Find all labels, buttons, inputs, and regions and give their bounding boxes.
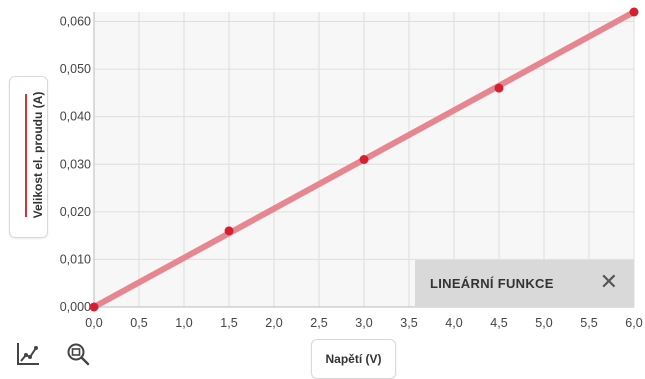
line-chart-tool-button[interactable] xyxy=(13,338,43,370)
close-icon[interactable]: ✕ xyxy=(599,269,618,294)
x-tick-label: 3,5 xyxy=(400,316,417,330)
x-tick-label: 1,5 xyxy=(220,316,237,330)
x-axis-label-box[interactable]: Napětí (V) xyxy=(311,339,396,379)
x-axis-label: Napětí (V) xyxy=(325,352,382,366)
data-point xyxy=(89,302,99,312)
y-axis-ticks: 0,000 0,010 0,020 0,030 0,040 0,050 0,060 xyxy=(60,15,91,314)
data-point xyxy=(224,226,234,236)
zoom-icon xyxy=(67,343,90,366)
y-tick-label: 0,050 xyxy=(60,62,91,76)
function-panel: LINEÁRNÍ FUNKCE ✕ xyxy=(415,260,634,307)
zoom-tool-button[interactable] xyxy=(63,338,93,370)
x-tick-label: 6,0 xyxy=(625,316,642,330)
y-tick-label: 0,030 xyxy=(60,157,91,171)
y-tick-label: 0,000 xyxy=(60,300,91,314)
function-panel-title: LINEÁRNÍ FUNKCE xyxy=(430,276,554,291)
data-point xyxy=(494,83,504,93)
series-color-indicator xyxy=(25,94,27,217)
grid-lines xyxy=(93,12,635,308)
data-point xyxy=(629,7,639,17)
line-chart-icon xyxy=(17,343,39,365)
x-tick-label: 5,5 xyxy=(580,316,597,330)
y-tick-label: 0,060 xyxy=(60,15,91,29)
x-tick-label: 5,0 xyxy=(535,316,552,330)
data-point xyxy=(359,155,369,164)
y-tick-label: 0,040 xyxy=(60,110,91,124)
x-tick-label: 2,0 xyxy=(265,316,282,330)
x-tick-label: 4,0 xyxy=(445,316,462,330)
x-tick-label: 3,0 xyxy=(355,316,372,330)
x-tick-label: 0,5 xyxy=(130,316,147,330)
x-axis-ticks: 0,0 0,5 1,0 1,5 2,0 2,5 3,0 3,5 4,0 4,5 5,0 5,5 6,0 xyxy=(85,316,642,330)
data-series xyxy=(89,7,639,312)
y-tick-label: 0,010 xyxy=(60,252,91,266)
x-tick-label: 4,5 xyxy=(490,316,507,330)
y-tick-label: 0,020 xyxy=(60,205,91,219)
x-tick-label: 2,5 xyxy=(310,316,327,330)
x-tick-label: 1,0 xyxy=(175,316,192,330)
y-axis-label-box[interactable]: Velikost el. proudu (A) xyxy=(9,76,48,238)
y-axis-label: Velikost el. proudu (A) xyxy=(31,91,45,219)
x-tick-label: 0,0 xyxy=(85,316,102,330)
